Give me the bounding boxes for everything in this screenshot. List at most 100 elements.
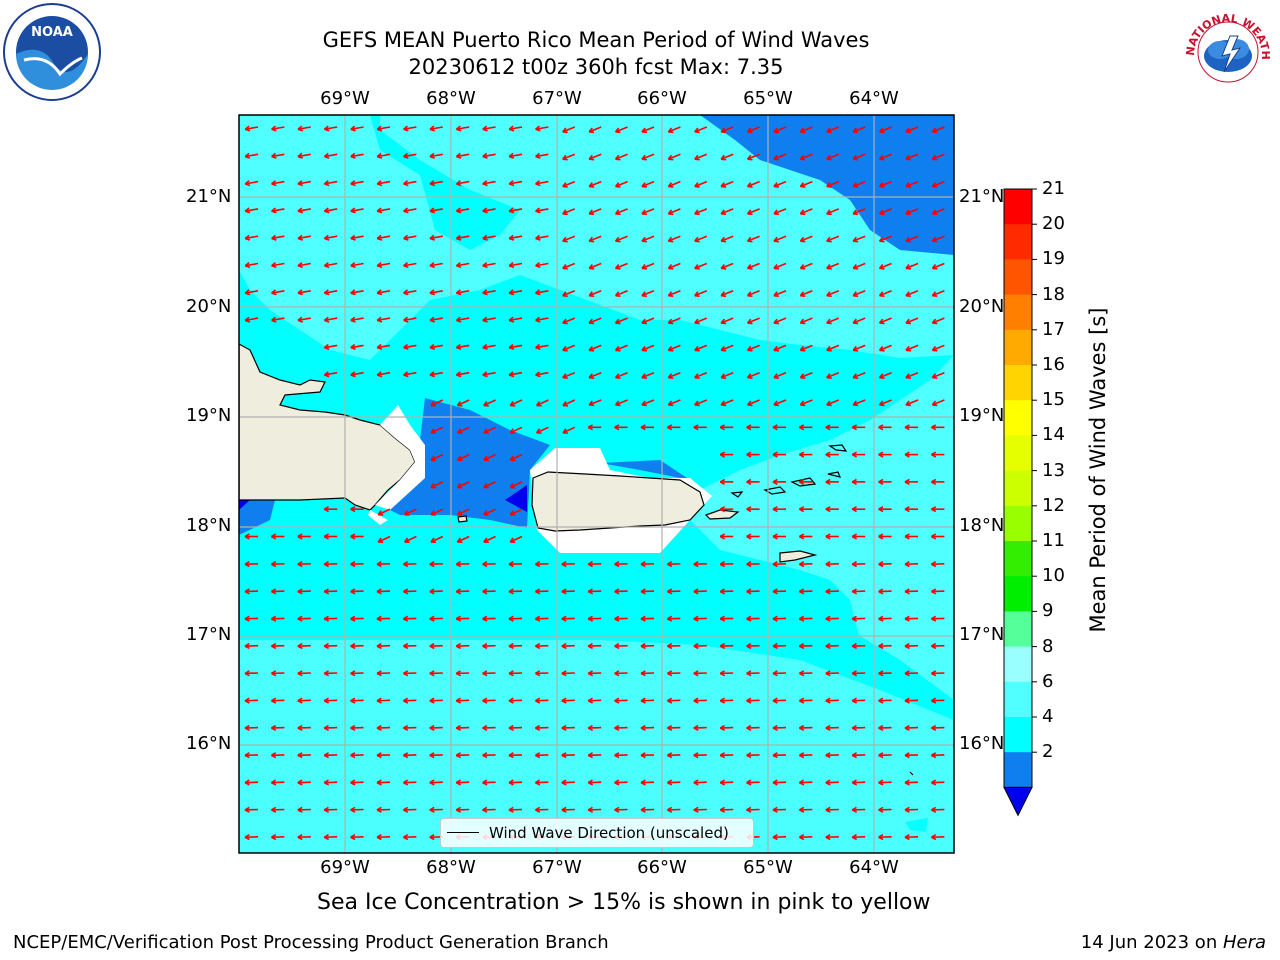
wind-wave-arrowhead — [852, 154, 859, 161]
wind-wave-arrowhead — [904, 533, 910, 540]
wind-wave-arrowhead — [905, 236, 912, 243]
colorbar-segment — [1004, 470, 1032, 507]
wind-wave-arrowhead — [456, 510, 463, 516]
wind-wave-arrow — [800, 153, 813, 160]
wind-wave-arrow — [456, 290, 470, 294]
wind-wave-arrowhead — [826, 291, 832, 298]
wind-wave-arrow — [773, 153, 787, 160]
wind-wave-arrowhead — [323, 289, 330, 296]
wind-wave-arrowhead — [746, 642, 752, 650]
wind-wave-arrow — [800, 371, 813, 379]
wind-wave-arrow — [271, 235, 285, 240]
wind-wave-arrow — [297, 208, 311, 212]
wind-wave-arrowhead — [323, 834, 330, 841]
wind-wave-arrow — [562, 262, 576, 270]
wind-wave-arrowhead — [667, 345, 674, 352]
wind-wave-arrowhead — [905, 291, 912, 298]
wind-wave-arrowhead — [403, 262, 409, 269]
wind-wave-arrow — [429, 290, 443, 294]
wind-wave-arrowhead — [535, 400, 542, 407]
wind-wave-arrow — [271, 126, 285, 131]
wind-wave-arrowhead — [350, 371, 356, 378]
wind-wave-arrowhead — [746, 478, 752, 485]
wind-wave-arrowhead — [535, 724, 541, 732]
wind-wave-arrowhead — [694, 236, 700, 243]
wind-wave-arrow — [535, 344, 549, 349]
wind-wave-arrowhead — [772, 424, 778, 431]
wind-wave-arrowhead — [376, 289, 383, 296]
wind-wave-arrow — [773, 399, 787, 406]
wind-wave-arrowhead — [825, 615, 831, 622]
wind-wave-arrow — [377, 290, 391, 294]
wind-wave-arrowhead — [746, 400, 753, 407]
wind-wave-arrowhead — [376, 180, 383, 187]
colorbar-tick-label: 14 — [1042, 424, 1065, 446]
wind-wave-arrowhead — [482, 125, 488, 132]
wind-wave-arrowhead — [323, 316, 330, 323]
wind-wave-arrowhead — [350, 834, 356, 841]
wind-wave-arrowhead — [720, 318, 727, 325]
wind-wave-arrowhead — [720, 154, 727, 161]
wind-wave-arrowhead — [799, 400, 806, 407]
wave-period-6-8-region-south — [239, 640, 954, 853]
wind-wave-arrowhead — [904, 451, 910, 458]
wind-wave-arrowhead — [746, 588, 752, 595]
wind-wave-arrowhead — [244, 588, 250, 595]
wind-wave-arrowhead — [826, 318, 832, 325]
wind-wave-arrowhead — [667, 182, 674, 188]
wind-wave-arrowhead — [509, 510, 516, 516]
wind-wave-arrowhead — [799, 834, 805, 841]
wind-wave-arrow — [826, 344, 840, 352]
wind-wave-arrowhead — [904, 642, 910, 650]
wind-wave-arrow — [535, 208, 549, 212]
wind-wave-arrow — [457, 399, 470, 407]
wind-wave-arrowhead — [614, 561, 620, 568]
wind-wave-arrow — [377, 508, 391, 516]
colorbar-tick-label: 10 — [1042, 565, 1065, 587]
wind-wave-arrow — [826, 180, 840, 188]
wind-wave-arrowhead — [640, 424, 646, 431]
wind-wave-arrow — [509, 508, 523, 516]
wind-wave-arrowhead — [535, 697, 541, 704]
wind-wave-arrowhead — [244, 752, 250, 759]
wind-wave-arrowhead — [561, 724, 567, 732]
wind-wave-arrow — [852, 344, 866, 352]
wind-wave-arrowhead — [587, 588, 594, 595]
wind-wave-arrowhead — [614, 400, 621, 407]
wind-wave-arrowhead — [667, 806, 673, 813]
wind-wave-arrowhead — [851, 478, 857, 485]
wind-wave-arrowhead — [508, 779, 514, 786]
wind-wave-arrowhead — [455, 779, 462, 786]
wind-wave-arrow — [694, 317, 708, 324]
wind-wave-arrowhead — [508, 697, 514, 704]
wind-wave-arrow — [245, 235, 259, 240]
wind-wave-arrow — [297, 317, 311, 322]
wind-wave-arrowhead — [773, 318, 780, 325]
wind-wave-arrowhead — [878, 533, 884, 540]
wind-wave-arrow — [403, 290, 417, 294]
wind-wave-arrow — [615, 344, 628, 352]
wind-wave-arrowhead — [852, 400, 859, 407]
colorbar-tick-label: 8 — [1042, 635, 1054, 657]
wind-wave-arrowhead — [587, 806, 594, 813]
wind-wave-arrowhead — [641, 236, 648, 243]
wind-wave-arrowhead — [641, 182, 648, 188]
wind-wave-arrowhead — [852, 318, 859, 325]
wind-wave-arrowhead — [852, 291, 859, 298]
map-frame — [238, 114, 955, 854]
wind-wave-arrow — [773, 180, 787, 188]
lon-label-bottom: 67°W — [532, 857, 582, 878]
wind-wave-arrowhead — [350, 724, 356, 732]
wind-wave-arrowhead — [826, 373, 832, 379]
wind-wave-arrowhead — [403, 670, 409, 677]
lon-label-top: 67°W — [532, 88, 582, 109]
wind-wave-arrowhead — [852, 236, 859, 243]
wind-wave-arrowhead — [297, 152, 303, 159]
wind-wave-arrowhead — [878, 154, 885, 161]
wind-wave-arrowhead — [904, 752, 910, 759]
wind-wave-arrow — [588, 371, 602, 379]
wind-wave-arrow — [800, 126, 813, 133]
wind-wave-arrow — [852, 262, 866, 270]
wind-wave-arrowhead — [825, 670, 831, 677]
wind-wave-arrowhead — [508, 806, 514, 813]
